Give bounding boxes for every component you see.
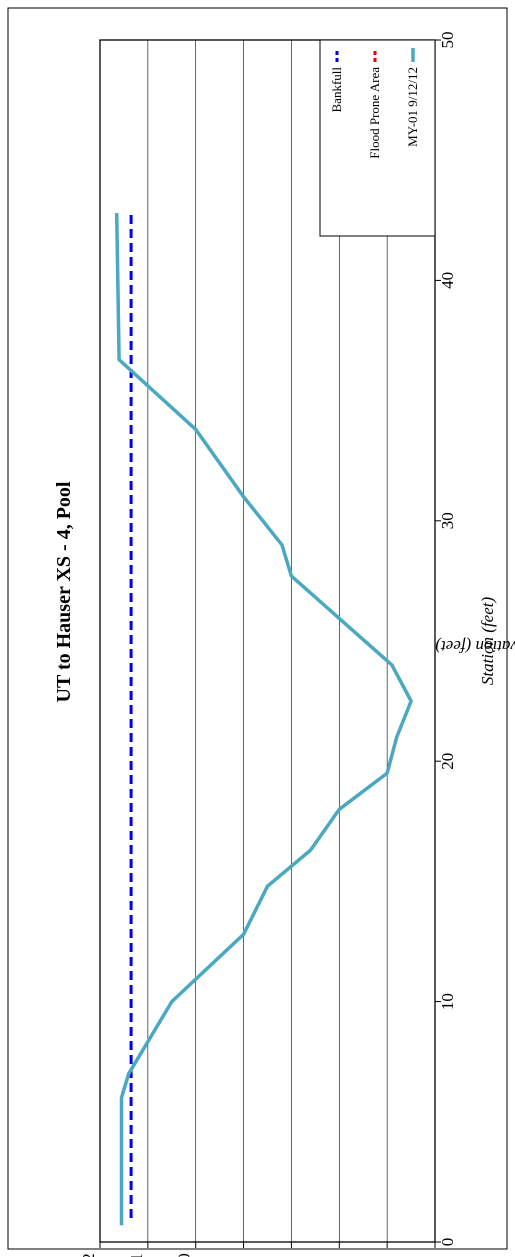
y-axis-title: Elevation (feet) — [435, 637, 515, 656]
x-tick-label-3: 30 — [438, 512, 457, 529]
x-tick-label-5: 50 — [438, 32, 457, 49]
series-layer — [114, 213, 413, 1226]
legend-label-1: Flood Prone Area — [367, 67, 382, 159]
legend-label-0: Bankfull — [329, 67, 344, 113]
y-tick-label-7: 102 — [79, 1253, 98, 1257]
x-tick-label-2: 20 — [438, 753, 457, 770]
x-tick-label-1: 10 — [438, 993, 457, 1010]
legend-items: Bankfull Flood Prone Area MY-01 9/12/12 — [329, 48, 420, 159]
chart-title: UT to Hauser XS - 4, Pool — [53, 481, 75, 702]
x-tick-label-0: 0 — [438, 1238, 457, 1247]
x-tick-label-4: 40 — [438, 272, 457, 289]
series-line-2 — [114, 213, 413, 1226]
legend-box — [319, 39, 436, 237]
chart-title-text: UT to Hauser XS - 4, Pool — [53, 481, 75, 702]
legend-label-2: MY-01 9/12/12 — [405, 67, 420, 147]
plot-area — [99, 39, 436, 1243]
legend: Bankfull Flood Prone Area MY-01 9/12/12 — [319, 39, 436, 237]
y-tick-label-6: 101 — [127, 1253, 146, 1257]
y-tick-label-5: 100 — [175, 1253, 194, 1257]
x-axis-title: Station (feet) — [478, 597, 497, 686]
axes: 959697989910010110201020304050 — [79, 32, 457, 1257]
